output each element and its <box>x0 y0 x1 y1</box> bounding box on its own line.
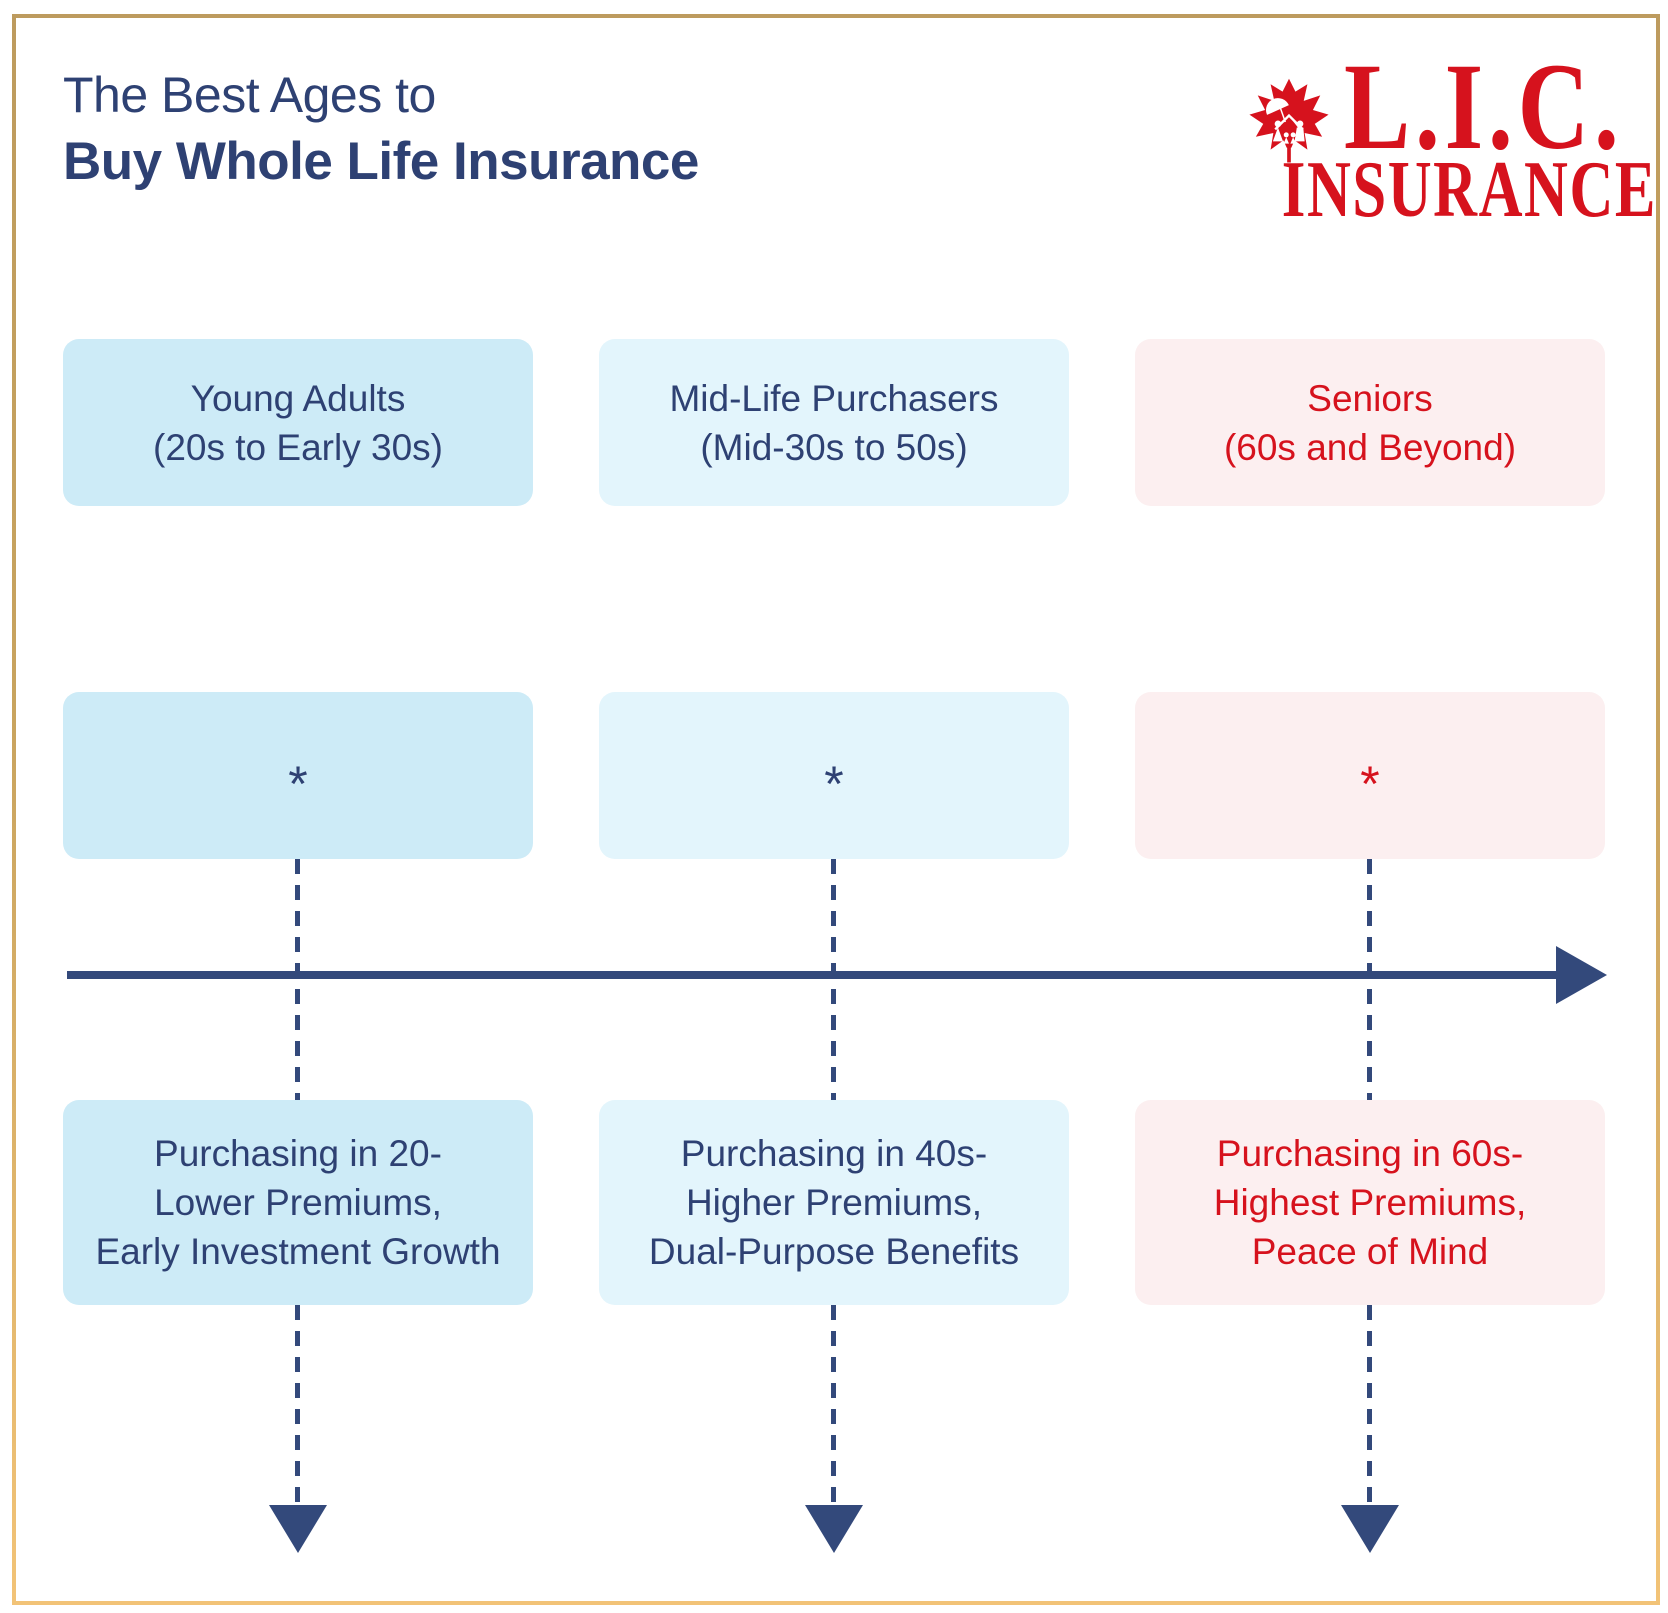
down-arrowhead-icon-seniors <box>1341 1505 1399 1553</box>
detail-line: Purchasing in 40s- <box>680 1133 988 1174</box>
timeline-arrowhead-icon <box>1556 946 1607 1004</box>
logo-wordmark: INSURANCE <box>1281 146 1657 234</box>
header-box-seniors: Seniors (60s and Beyond) <box>1135 339 1605 506</box>
dashed-connector-young-adults-upper <box>295 859 300 1100</box>
asterisk-marker: * <box>288 755 308 812</box>
page-title: The Best Ages to Buy Whole Life Insuranc… <box>63 62 699 196</box>
header-line: Seniors <box>1307 377 1433 419</box>
asterisk-marker: * <box>824 755 844 812</box>
detail-line: Purchasing in 20- <box>154 1133 442 1174</box>
header-line: (20s to Early 30s) <box>153 426 443 468</box>
detail-line: Highest Premiums, <box>1213 1182 1527 1223</box>
dashed-connector-mid-life-lower <box>831 1305 836 1507</box>
detail-box-mid-life: Purchasing in 40s- Higher Premiums, Dual… <box>599 1100 1069 1305</box>
asterisk-marker: * <box>1360 755 1380 812</box>
header-box-mid-life: Mid-Life Purchasers (Mid-30s to 50s) <box>599 339 1069 506</box>
down-arrowhead-icon-mid-life <box>805 1505 863 1553</box>
timeline-axis <box>67 971 1557 979</box>
marker-box-young-adults: * <box>63 692 533 859</box>
maple-leaf-family-icon <box>1249 78 1329 163</box>
title-line-2: Buy Whole Life Insurance <box>63 132 699 191</box>
detail-line: Dual-Purpose Benefits <box>648 1231 1020 1272</box>
family-umbrella-glyph <box>1266 98 1305 144</box>
dashed-connector-seniors-upper <box>1367 859 1372 1100</box>
marker-box-mid-life: * <box>599 692 1069 859</box>
title-line-1: The Best Ages to <box>63 67 436 123</box>
detail-line: Higher Premiums, <box>685 1182 983 1223</box>
logo-acronym: L.I.C. <box>1344 38 1624 175</box>
marker-box-seniors: * <box>1135 692 1605 859</box>
detail-line: Purchasing in 60s- <box>1216 1133 1524 1174</box>
header-line: Young Adults <box>190 377 406 419</box>
detail-line: Early Investment Growth <box>95 1231 501 1272</box>
dashed-connector-young-adults-lower <box>295 1305 300 1507</box>
detail-box-young-adults: Purchasing in 20- Lower Premiums, Early … <box>63 1100 533 1305</box>
header-line: (Mid-30s to 50s) <box>700 426 968 468</box>
dashed-connector-seniors-lower <box>1367 1305 1372 1507</box>
detail-box-seniors: Purchasing in 60s- Highest Premiums, Pea… <box>1135 1100 1605 1305</box>
detail-line: Peace of Mind <box>1251 1231 1489 1272</box>
header-box-young-adults: Young Adults (20s to Early 30s) <box>63 339 533 506</box>
down-arrowhead-icon-young-adults <box>269 1505 327 1553</box>
header-line: (60s and Beyond) <box>1223 426 1517 468</box>
dashed-connector-mid-life-upper <box>831 859 836 1100</box>
detail-line: Lower Premiums, <box>154 1182 442 1223</box>
brand-logo: L.I.C. INSURANCE <box>1238 45 1657 234</box>
header-line: Mid-Life Purchasers <box>669 377 999 419</box>
